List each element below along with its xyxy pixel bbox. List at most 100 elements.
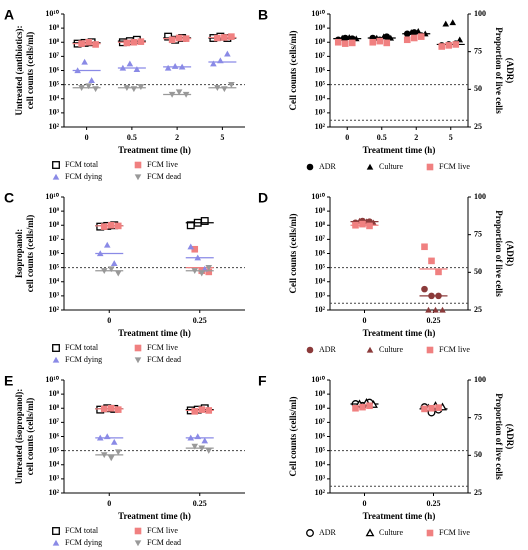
y-tick-label: 10¹⁰: [311, 192, 325, 201]
y-tick-label: 10⁴: [49, 460, 60, 469]
data-point: [228, 33, 235, 40]
y-tick-label: 10²: [315, 122, 326, 131]
x-axis-label: Treatment time (h): [363, 511, 436, 521]
y2-axis-label: Proportion of live cells: [494, 210, 504, 297]
y2-tick-label: 75: [474, 412, 482, 421]
y-tick-label: 10⁴: [49, 94, 60, 103]
x-tick-label: 5: [449, 133, 453, 142]
y-tick-label: 10⁹: [49, 206, 60, 215]
data-point: [168, 36, 176, 44]
data-point: [425, 306, 432, 313]
legend-marker: [52, 344, 60, 352]
data-point: [205, 268, 213, 276]
x-axis-label: Treatment time (h): [118, 511, 191, 521]
y-tick-label: 10⁴: [315, 94, 326, 103]
data-point: [123, 39, 131, 47]
y-axis-label: cell counts (cells/ml): [25, 398, 35, 475]
y-tick-label: 10⁷: [49, 417, 60, 426]
legend-label: FCM dying: [65, 355, 102, 364]
y-axis-label: Isopropanol:: [14, 229, 24, 278]
y-tick-label: 10²: [49, 305, 60, 314]
data-point: [114, 406, 122, 413]
data-point: [126, 60, 134, 67]
legend-label: FCM total: [65, 526, 99, 535]
y-tick-label: 10⁵: [315, 262, 326, 271]
data-point: [114, 449, 122, 456]
legend-label: FCM dead: [147, 172, 181, 181]
y-tick-label: 10⁶: [49, 431, 60, 440]
data-point: [380, 33, 388, 40]
data-point: [417, 33, 425, 40]
data-point: [107, 404, 115, 412]
data-point: [435, 404, 442, 411]
data-point: [352, 404, 359, 412]
legend-label: FCM live: [439, 528, 470, 537]
data-point: [445, 42, 453, 49]
data-point: [359, 403, 366, 411]
data-point: [449, 19, 457, 26]
x-tick-label: 0.25: [427, 316, 441, 325]
y-tick-label: 10⁸: [49, 220, 60, 229]
y2-tick-label: 50: [474, 84, 482, 93]
y2-axis-label: Proportion of live cells: [494, 27, 504, 114]
legend-marker: [366, 163, 374, 170]
y-tick-label: 10³: [49, 108, 60, 117]
data-point: [421, 285, 428, 293]
y-axis-label: Untreated (isopropanol):: [14, 389, 24, 484]
data-point: [198, 270, 206, 277]
data-point: [359, 220, 366, 228]
y-tick-label: 10⁸: [49, 37, 60, 46]
x-axis-label: Treatment time (h): [118, 328, 191, 338]
y-tick-label: 10⁸: [315, 37, 326, 46]
data-point: [348, 39, 356, 47]
legend-label: FCM dead: [147, 355, 181, 364]
data-point: [191, 408, 199, 415]
data-point: [407, 29, 415, 36]
data-point: [439, 306, 446, 313]
legend-label: FCM dying: [65, 172, 102, 181]
data-point: [107, 266, 115, 273]
y-tick-label: 10⁵: [49, 79, 60, 88]
legend-marker: [306, 529, 314, 537]
data-point: [187, 243, 195, 250]
panel-label: E: [4, 373, 13, 389]
legend-marker: [306, 163, 314, 171]
data-point: [88, 77, 95, 84]
legend-label: Culture: [379, 345, 403, 354]
data-point: [428, 257, 435, 265]
data-point: [341, 40, 349, 47]
data-point: [210, 60, 217, 67]
y2-axis-label: (ADR): [505, 58, 515, 84]
x-tick-label: 0: [85, 133, 89, 142]
y-tick-label: 10⁸: [315, 403, 326, 412]
x-tick-label: 0: [363, 316, 367, 325]
x-axis-label: Treatment time (h): [118, 145, 191, 155]
panel-label: C: [4, 190, 14, 206]
legend-marker: [134, 161, 142, 169]
y-tick-label: 10⁷: [49, 234, 60, 243]
data-point: [410, 34, 418, 42]
panel-label: D: [258, 190, 268, 206]
data-point: [205, 264, 213, 271]
data-point: [85, 38, 92, 46]
data-point: [133, 66, 141, 73]
y-tick-label: 10²: [315, 305, 326, 314]
y-tick-label: 10¹⁰: [45, 9, 59, 18]
y-tick-label: 10⁴: [49, 277, 60, 286]
data-point: [224, 50, 231, 57]
data-point: [92, 86, 99, 93]
y-tick-label: 10⁸: [49, 403, 60, 412]
y-axis-label: cell counts (cells/ml): [25, 215, 35, 292]
y-tick-label: 10²: [49, 122, 60, 131]
data-point: [175, 89, 183, 96]
y2-tick-label: 100: [474, 192, 486, 201]
x-tick-label: 0.5: [377, 133, 387, 142]
panel-label: B: [258, 7, 268, 23]
data-point: [191, 245, 199, 253]
legend-marker: [134, 174, 142, 181]
legend-label: FCM total: [65, 160, 99, 169]
y-tick-label: 10²: [315, 488, 326, 497]
data-point: [110, 438, 118, 445]
legend-marker: [366, 346, 374, 353]
y-tick-label: 10⁶: [315, 248, 326, 257]
